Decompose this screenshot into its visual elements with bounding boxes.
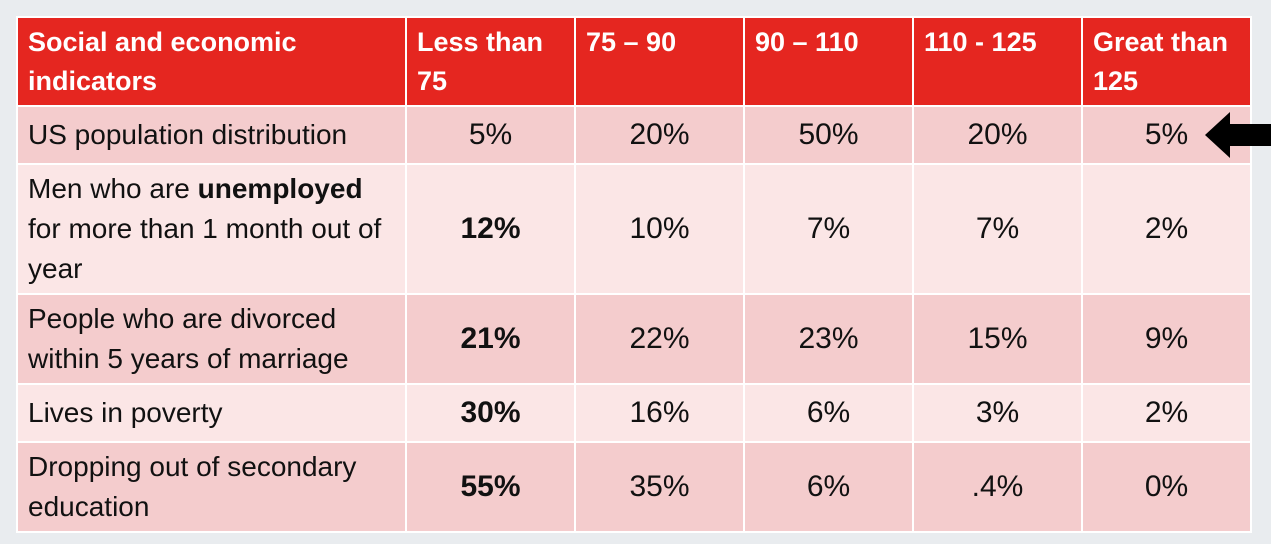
table-cell: 5% — [405, 105, 576, 165]
table-cell: 21% — [405, 293, 576, 385]
left-arrow-icon — [1205, 112, 1271, 158]
row-label: Lives in poverty — [16, 383, 407, 443]
data-table: Social and economic indicators Less than… — [16, 16, 1252, 533]
table-cell: 12% — [405, 163, 576, 295]
table-cell: 6% — [743, 441, 914, 533]
table-cell: 9% — [1081, 293, 1252, 385]
table-cell: 2% — [1081, 163, 1252, 295]
table-cell: 20% — [912, 105, 1083, 165]
table-row: Men who are unemployed for more than 1 m… — [16, 163, 1252, 295]
table-cell: 2% — [1081, 383, 1252, 443]
table-cell: 7% — [743, 163, 914, 295]
row-label-text: for more than 1 month out of year — [28, 213, 382, 284]
table-cell: 30% — [405, 383, 576, 443]
header-row: Social and economic indicators Less than… — [16, 16, 1252, 107]
table-cell: 0% — [1081, 441, 1252, 533]
table-cell: 22% — [574, 293, 745, 385]
row-label-text: Lives in poverty — [28, 397, 223, 428]
table-cell: 16% — [574, 383, 745, 443]
row-label-text: People who are divorced within 5 years o… — [28, 303, 349, 374]
row-label: People who are divorced within 5 years o… — [16, 293, 407, 385]
table-row: Dropping out of secondary education 55% … — [16, 441, 1252, 533]
column-header: Great than 125 — [1081, 16, 1252, 107]
column-header: 110 - 125 — [912, 16, 1083, 107]
table-cell: 3% — [912, 383, 1083, 443]
table-row: People who are divorced within 5 years o… — [16, 293, 1252, 385]
table-cell: 20% — [574, 105, 745, 165]
table-cell: 50% — [743, 105, 914, 165]
table-cell: 23% — [743, 293, 914, 385]
table-cell: 55% — [405, 441, 576, 533]
table-row: US population distribution 5% 20% 50% 20… — [16, 105, 1252, 165]
row-label-text: US population distribution — [28, 119, 348, 150]
row-label: US population distribution — [16, 105, 407, 165]
table-cell: 7% — [912, 163, 1083, 295]
table-cell: 6% — [743, 383, 914, 443]
column-header: 75 – 90 — [574, 16, 745, 107]
table-row: Lives in poverty 30% 16% 6% 3% 2% — [16, 383, 1252, 443]
table-cell: 10% — [574, 163, 745, 295]
table-cell: 35% — [574, 441, 745, 533]
column-header: Less than 75 — [405, 16, 576, 107]
row-label-text: Men who are — [28, 173, 198, 204]
table-cell: .4% — [912, 441, 1083, 533]
row-label-text: Dropping out of secondary education — [28, 451, 357, 522]
row-label: Men who are unemployed for more than 1 m… — [16, 163, 407, 295]
row-label-emphasis: unemployed — [197, 173, 363, 204]
row-label: Dropping out of secondary education — [16, 441, 407, 533]
column-header: 90 – 110 — [743, 16, 914, 107]
table-cell: 15% — [912, 293, 1083, 385]
column-header: Social and economic indicators — [16, 16, 407, 107]
